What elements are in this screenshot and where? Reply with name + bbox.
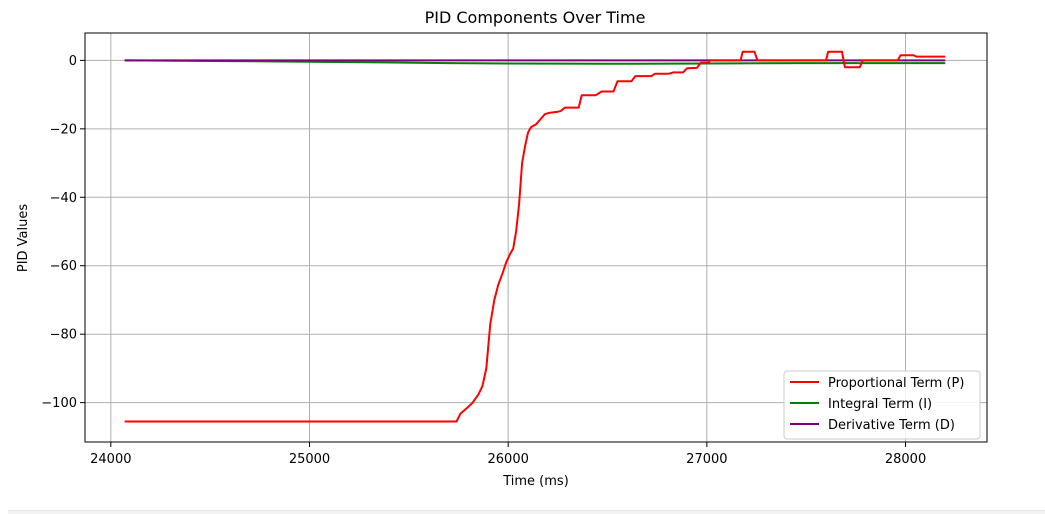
x-tick-label: 28000	[885, 452, 926, 467]
integral-term-line	[124, 59, 946, 65]
legend-label-proportional: Proportional Term (P)	[828, 376, 964, 391]
legend: Proportional Term (P) Integral Term (I) …	[783, 370, 981, 440]
y-tick-label: −80	[50, 328, 77, 343]
series-layer	[124, 50, 946, 423]
legend-box	[783, 370, 981, 440]
legend-entry-proportional: Proportional Term (P)	[790, 376, 964, 391]
x-tick-label: 25000	[289, 452, 330, 467]
plot-frame	[84, 32, 988, 443]
x-tick-label: 26000	[488, 452, 529, 467]
y-tick-label: 0	[69, 54, 77, 69]
y-tick-label: −100	[41, 396, 77, 411]
legend-entry-derivative: Derivative Term (D)	[790, 418, 955, 433]
legend-entry-integral: Integral Term (I)	[790, 397, 932, 412]
legend-label-derivative: Derivative Term (D)	[828, 418, 955, 433]
proportional-term-line	[124, 50, 946, 423]
y-tick-label: −40	[50, 191, 77, 206]
legend-label-integral: Integral Term (I)	[828, 397, 932, 412]
x-tick-label: 27000	[686, 452, 727, 467]
bottom-scroll-strip	[8, 510, 1045, 514]
y-tick-label: −60	[50, 259, 77, 274]
y-axis-label: PID Values	[16, 204, 31, 273]
tick-layer: 24000 25000 26000 27000 28000 0 −20 −40 −60 −80 −1…	[41, 54, 926, 467]
y-tick-label: −20	[50, 122, 77, 137]
x-tick-label: 24000	[90, 452, 131, 467]
x-axis-label: Time (ms)	[502, 474, 569, 489]
chart-title: PID Components Over Time	[425, 8, 646, 27]
